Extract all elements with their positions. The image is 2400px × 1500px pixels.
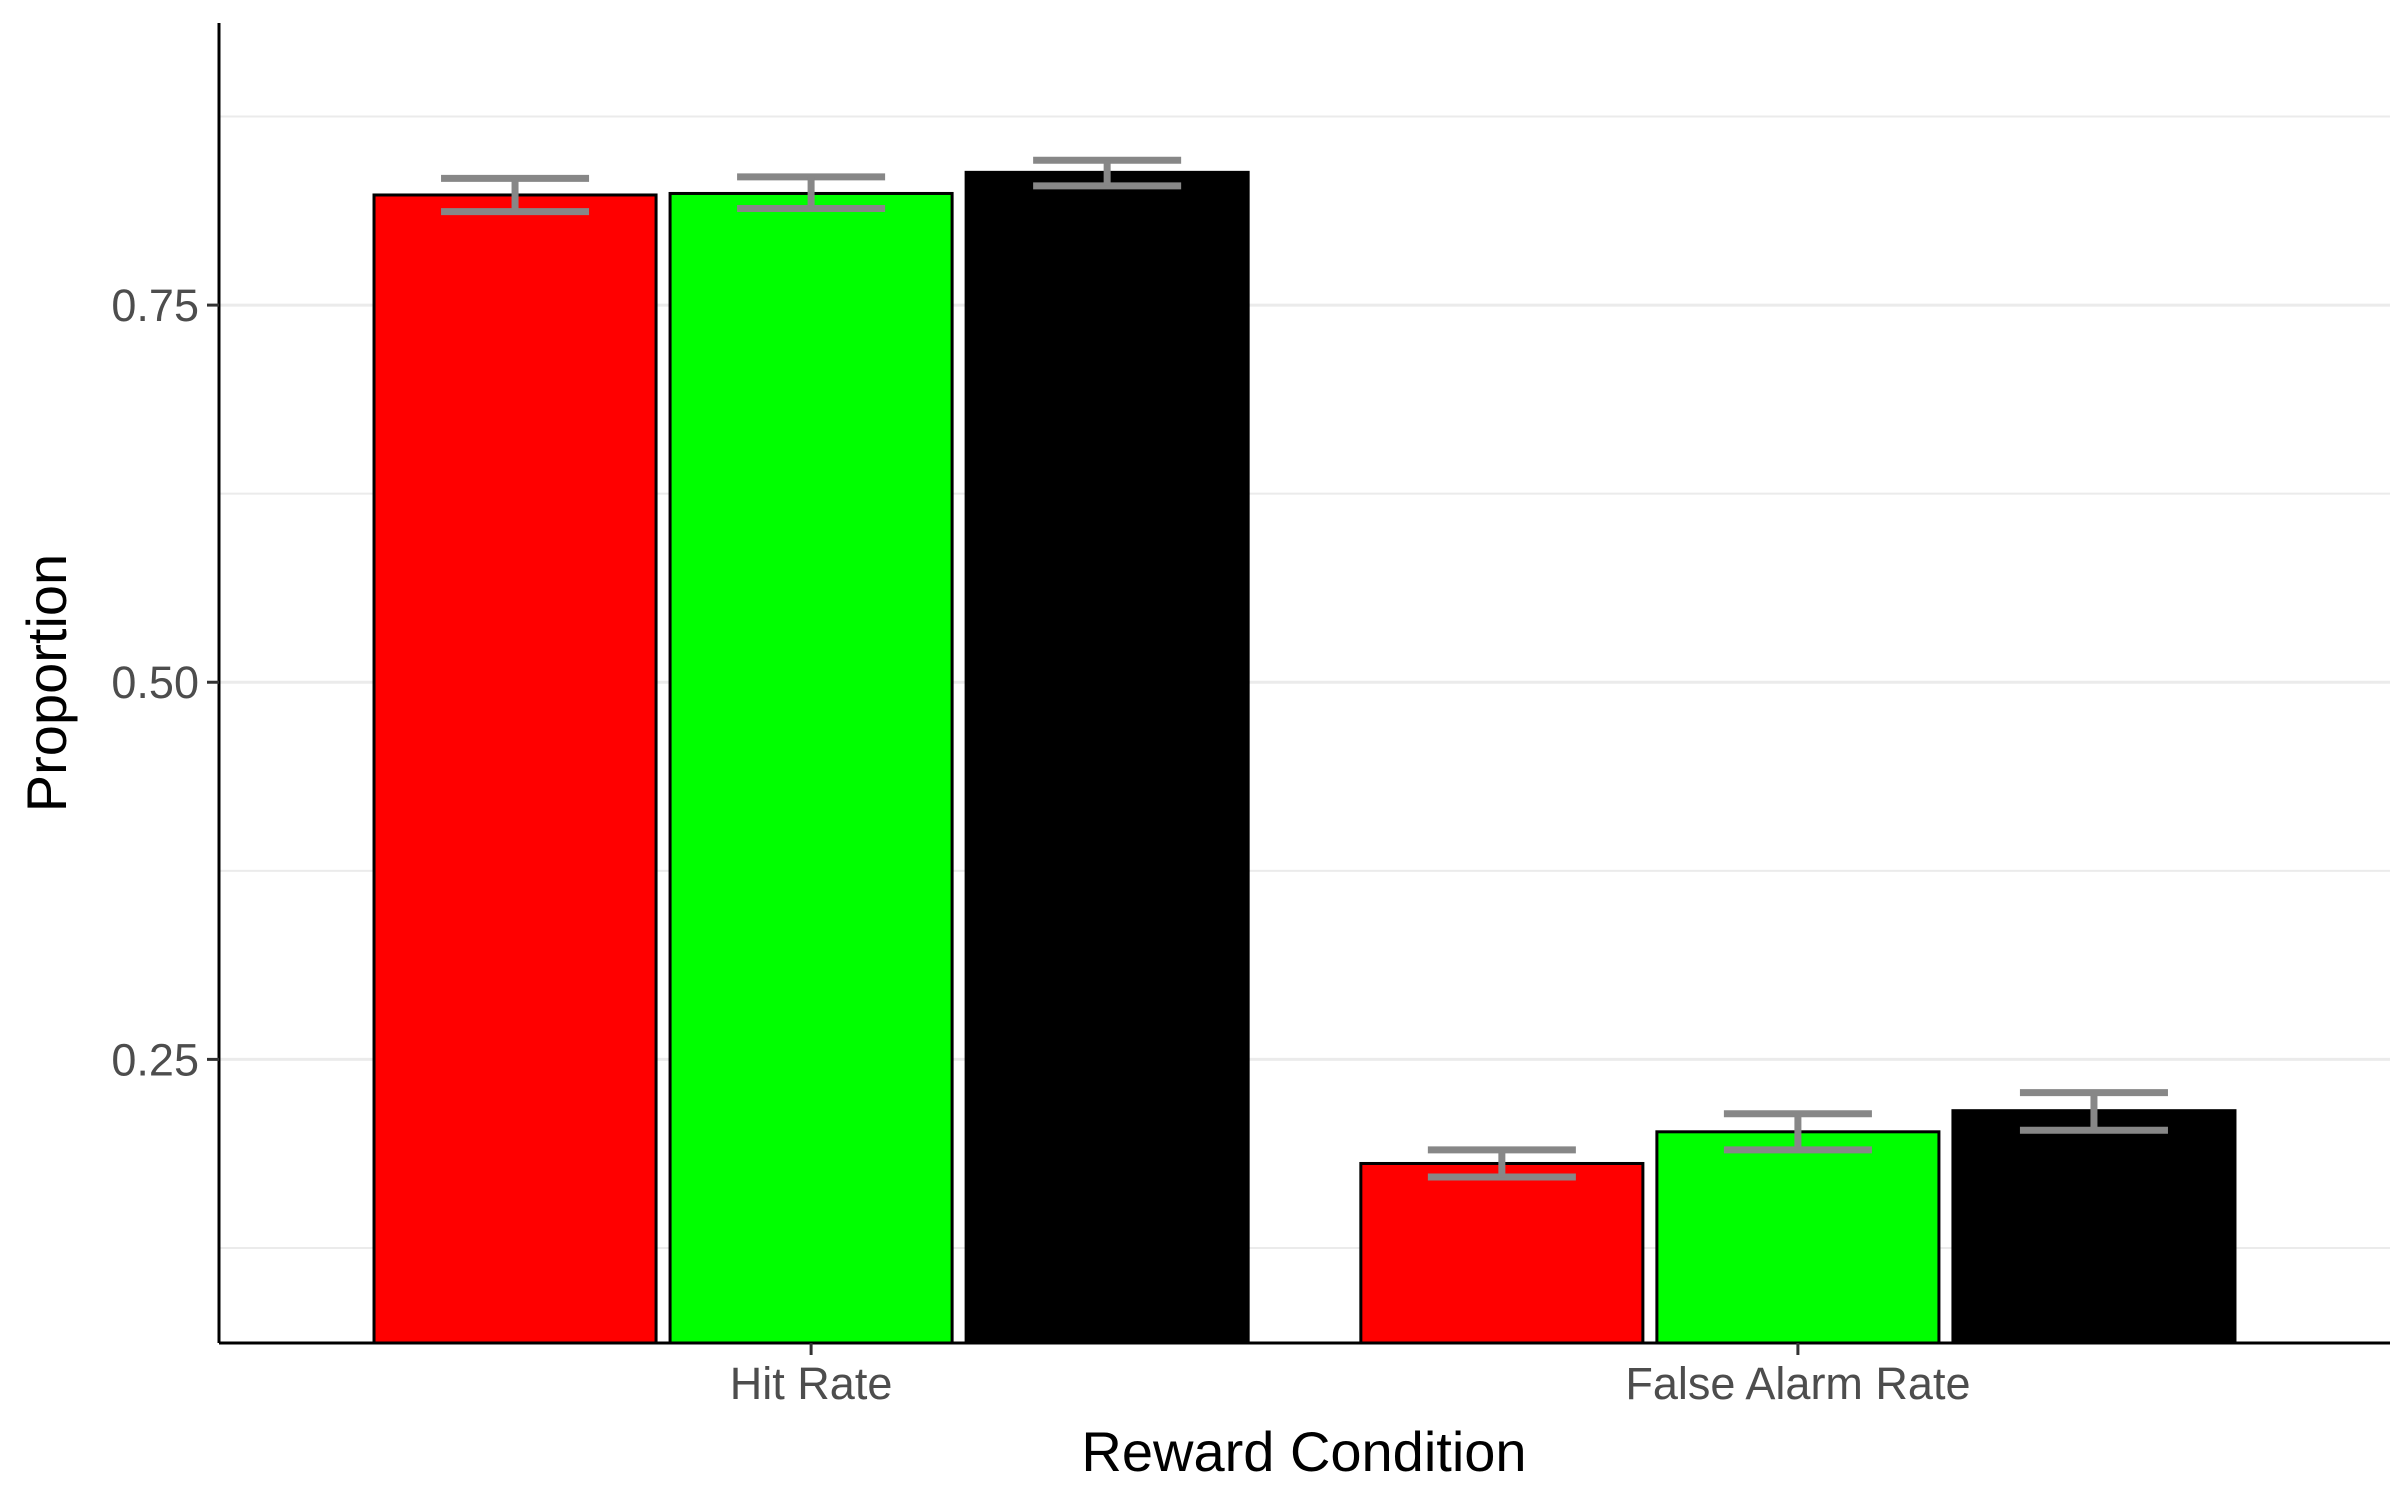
tick-marks bbox=[207, 303, 1800, 1355]
error-bar bbox=[1033, 156, 1182, 190]
bars bbox=[372, 170, 2237, 1345]
error-bars bbox=[441, 156, 2168, 1181]
bar bbox=[964, 170, 1250, 1345]
y-tick-label: 0.50 bbox=[111, 657, 199, 708]
error-bar bbox=[2019, 1089, 2168, 1134]
error-bar bbox=[1723, 1110, 1872, 1154]
y-tick-label: 0.75 bbox=[111, 280, 199, 331]
x-tick-label: False Alarm Rate bbox=[1625, 1358, 1970, 1409]
error-bar bbox=[441, 174, 590, 216]
bar bbox=[1359, 1161, 1645, 1345]
bar bbox=[372, 193, 658, 1345]
x-tick-label: Hit Rate bbox=[730, 1358, 893, 1409]
bar bbox=[668, 191, 954, 1345]
bar bbox=[1655, 1130, 1941, 1345]
y-tick-label: 0.25 bbox=[111, 1034, 199, 1085]
x-axis-title: Reward Condition bbox=[1081, 1420, 1526, 1483]
error-bar bbox=[737, 173, 886, 213]
bar bbox=[1951, 1109, 2237, 1345]
y-axis-title: Proportion bbox=[15, 554, 78, 812]
error-bar bbox=[1427, 1146, 1576, 1181]
tick-labels: 0.25 0.50 0.75 Hit Rate False Alarm Rate bbox=[111, 280, 1970, 1409]
